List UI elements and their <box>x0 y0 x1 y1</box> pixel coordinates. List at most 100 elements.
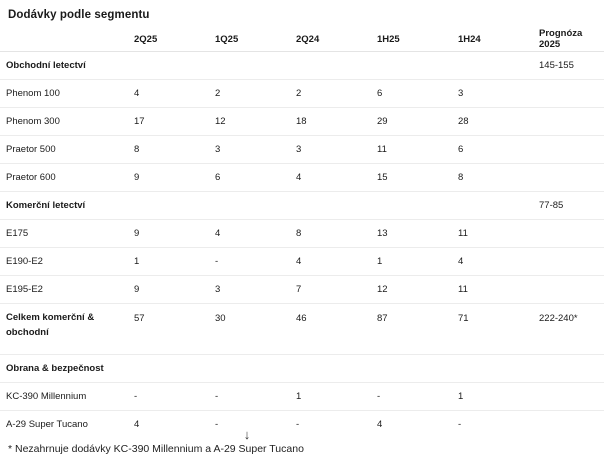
table-cell: 17 <box>128 107 209 136</box>
table-cell: 4 <box>209 219 290 248</box>
table-cell: 12 <box>371 275 452 304</box>
segment-row: Obrana & bezpečnost <box>0 354 604 383</box>
table-cell <box>209 191 290 220</box>
table-row: A-29 Super Tucano 4 - - 4 - <box>0 411 604 439</box>
row-label: E190-E2 <box>0 247 128 276</box>
table-row: E175 9 4 8 13 11 <box>0 219 604 248</box>
table-cell: 77-85 <box>533 191 604 220</box>
table-cell <box>533 135 604 164</box>
total-row: Celkem komerční & obchodní 57 30 46 87 71 222-… <box>0 303 604 355</box>
table-cell: 6 <box>371 79 452 108</box>
table-cell: 87 <box>371 303 452 355</box>
table-cell: 9 <box>128 275 209 304</box>
table-row: E195-E2 9 3 7 12 11 <box>0 275 604 304</box>
table-cell: 6 <box>209 163 290 192</box>
row-label: Obchodní letectví <box>0 51 128 80</box>
table-cell: 3 <box>452 79 533 108</box>
table-cell: 29 <box>371 107 452 136</box>
table-cell: 7 <box>290 275 371 304</box>
table-cell: - <box>371 382 452 411</box>
row-label: Phenom 100 <box>0 79 128 108</box>
table-cell <box>533 107 604 136</box>
table-cell: 57 <box>128 303 209 355</box>
table-cell: 30 <box>209 303 290 355</box>
table-cell: 4 <box>290 247 371 276</box>
table-cell: 6 <box>452 135 533 164</box>
table-cell: 3 <box>209 275 290 304</box>
column-header: 1Q25 <box>209 27 290 52</box>
table-cell <box>452 51 533 80</box>
table-cell <box>128 191 209 220</box>
footnote: * Nezahrnuje dodávky KC-390 Millennium a… <box>8 443 304 455</box>
row-label: Celkem komerční & obchodní <box>0 303 128 355</box>
header-row: 2Q25 1Q25 2Q24 1H25 1H24 Prognóza 2025 <box>0 27 604 52</box>
column-header: 2Q25 <box>128 27 209 52</box>
column-header: 2Q24 <box>290 27 371 52</box>
row-label: A-29 Super Tucano <box>6 419 88 430</box>
table-cell <box>533 163 604 192</box>
table-cell: - <box>209 247 290 276</box>
table-cell <box>452 191 533 220</box>
arrow-down-icon: ↓ <box>243 426 251 442</box>
table-cell: 4 <box>128 79 209 108</box>
table-cell: 11 <box>452 275 533 304</box>
table-cell: - <box>215 419 219 430</box>
row-label: Phenom 300 <box>0 107 128 136</box>
table-row: Praetor 600 9 6 4 15 8 <box>0 163 604 192</box>
column-header <box>0 27 128 52</box>
table-row: Phenom 100 4 2 2 6 3 <box>0 79 604 108</box>
table-cell: 15 <box>371 163 452 192</box>
table-cell: 46 <box>290 303 371 355</box>
row-label: Komerční letectví <box>0 191 128 220</box>
row-label: Praetor 500 <box>0 135 128 164</box>
table-cell <box>371 191 452 220</box>
table-cell: 12 <box>209 107 290 136</box>
table-cell: 3 <box>209 135 290 164</box>
table-cell <box>371 51 452 80</box>
column-header: 1H25 <box>371 27 452 52</box>
table-cell <box>452 354 533 383</box>
table-cell <box>533 247 604 276</box>
table-cell: - <box>128 382 209 411</box>
table-cell <box>533 411 604 439</box>
row-label: E195-E2 <box>0 275 128 304</box>
column-header: 1H24 <box>452 27 533 52</box>
table-cell: 1 <box>290 382 371 411</box>
table-cell: 9 <box>128 163 209 192</box>
table-cell <box>209 354 290 383</box>
table-cell: 8 <box>452 163 533 192</box>
table-cell: 1 <box>452 382 533 411</box>
table-cell: 13 <box>371 219 452 248</box>
table-cell: - <box>296 419 300 430</box>
row-label: E175 <box>0 219 128 248</box>
table-cell: 71 <box>452 303 533 355</box>
table-cell: 3 <box>290 135 371 164</box>
table-cell: 4 <box>452 247 533 276</box>
table-row: E190-E2 1-4 1 4 <box>0 247 604 276</box>
segment-row: Obchodní letectví 145-155 <box>0 51 604 80</box>
table-cell <box>209 51 290 80</box>
table-title: Dodávky podle segmentu <box>8 9 150 21</box>
table-cell <box>533 79 604 108</box>
table-cell: 9 <box>128 219 209 248</box>
row-label: KC-390 Millennium <box>0 382 128 411</box>
scroll-down-button[interactable]: ↓ <box>235 424 259 444</box>
deliveries-table: 2Q25 1Q25 2Q24 1H25 1H24 Prognóza 2025 O… <box>0 27 604 438</box>
table-cell: 18 <box>290 107 371 136</box>
table-row: Praetor 500 8 3 3 11 6 <box>0 135 604 164</box>
table-cell: 8 <box>128 135 209 164</box>
segment-row: Komerční letectví 77-85 <box>0 191 604 220</box>
table-cell: 11 <box>371 135 452 164</box>
table-cell: 8 <box>290 219 371 248</box>
table-cell: 4 <box>134 419 140 430</box>
table-cell: - <box>209 382 290 411</box>
table-cell <box>128 51 209 80</box>
row-label: Praetor 600 <box>0 163 128 192</box>
table-cell: 28 <box>452 107 533 136</box>
table-cell <box>533 219 604 248</box>
table-cell: 4 <box>377 419 383 430</box>
table-cell: 11 <box>452 219 533 248</box>
table-row: Phenom 300 17 12 18 29 28 <box>0 107 604 136</box>
table-cell: 1 <box>128 247 209 276</box>
table-cell: 2 <box>209 79 290 108</box>
